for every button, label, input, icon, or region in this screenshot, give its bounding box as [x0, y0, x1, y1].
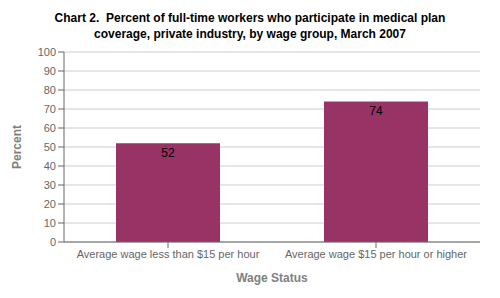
svg-text:30: 30 — [44, 179, 56, 191]
svg-text:50: 50 — [44, 141, 56, 153]
svg-text:74: 74 — [369, 104, 383, 118]
html-text:Chart 2. Percent of full-time: Chart 2. Percent of full-time workers wh… — [54, 11, 446, 25]
svg-text:80: 80 — [44, 84, 56, 96]
svg-text:10: 10 — [44, 217, 56, 229]
svg-text:20: 20 — [44, 198, 56, 210]
svg-text:Wage Status: Wage Status — [236, 271, 308, 285]
svg-text:Average wage $15 per hour or h: Average wage $15 per hour or higher — [285, 248, 467, 260]
svg-text:40: 40 — [44, 160, 56, 172]
html-text:coverage, private industry, by: coverage, private industry, by wage grou… — [94, 27, 406, 41]
svg-text:100: 100 — [38, 46, 56, 58]
svg-text:Percent: Percent — [10, 125, 24, 169]
svg-text:70: 70 — [44, 103, 56, 115]
svg-text:90: 90 — [44, 65, 56, 77]
svg-text:0: 0 — [50, 236, 56, 248]
svg-text:60: 60 — [44, 122, 56, 134]
svg-text:52: 52 — [161, 146, 175, 160]
svg-text:Average wage less than $15 per: Average wage less than $15 per hour — [77, 248, 260, 260]
